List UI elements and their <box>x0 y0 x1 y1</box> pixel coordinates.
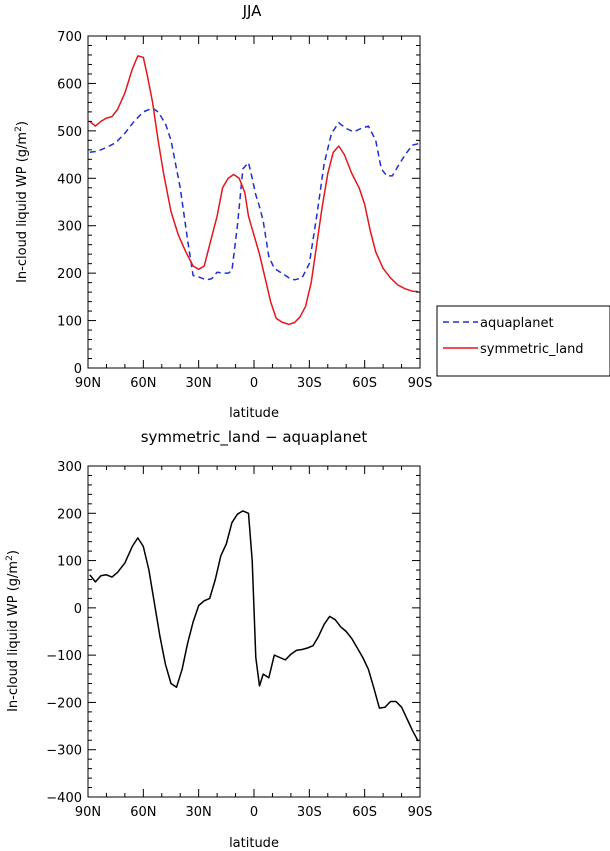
top-y-axis-label: In-cloud liquid WP (g/m2) <box>14 121 30 283</box>
y-tick-label: −200 <box>46 696 82 711</box>
legend-box <box>436 305 610 377</box>
series-line-difference <box>89 510 419 742</box>
x-tick-label: 30S <box>297 376 322 391</box>
y-tick-label: 500 <box>57 125 82 140</box>
y-tick-label: 100 <box>57 315 82 330</box>
top-panel: JJA 0 100 200 300 400 500 600 700 90N 60N 30N 0 30S… <box>14 2 610 421</box>
series-line-aquaplanet <box>89 107 419 281</box>
legend-label-symmetric-land: symmetric_land <box>480 342 584 357</box>
x-tick-label: 60S <box>352 805 377 820</box>
legend-label-aquaplanet: aquaplanet <box>480 316 554 331</box>
x-tick-label: 90N <box>75 805 101 820</box>
y-tick-label: 200 <box>57 507 82 522</box>
x-tick-label: 90S <box>408 376 433 391</box>
y-tick-label: 300 <box>57 460 82 475</box>
legend: aquaplanet symmetric_land <box>436 305 610 377</box>
bottom-chart-title: symmetric_land − aquaplanet <box>141 428 368 447</box>
series-line-symmetric-land <box>89 55 419 326</box>
bottom-y-axis-label: In-cloud liquid WP (g/m2) <box>5 550 21 712</box>
y-tick-label: −300 <box>46 744 82 759</box>
y-tick-label: 700 <box>57 30 82 45</box>
x-tick-label: 60S <box>352 376 377 391</box>
top-x-axis-label: latitude <box>229 406 279 421</box>
y-tick-label: 600 <box>57 77 82 92</box>
x-tick-label: 30N <box>186 805 212 820</box>
y-tick-label: −400 <box>46 791 82 806</box>
y-tick-label: −100 <box>46 649 82 664</box>
bottom-panel: symmetric_land − aquaplanet −400 −300 −200… <box>5 428 432 851</box>
x-tick-label: 0 <box>250 376 258 391</box>
x-tick-label: 30S <box>297 805 322 820</box>
y-tick-label: 0 <box>74 602 82 617</box>
bottom-plot-frame <box>87 465 421 798</box>
bottom-x-axis-label: latitude <box>229 836 279 851</box>
y-tick-label: 400 <box>57 172 82 187</box>
top-chart-title: JJA <box>242 2 263 20</box>
x-tick-label: 90N <box>75 376 101 391</box>
x-tick-label: 60N <box>130 376 156 391</box>
y-tick-label: 0 <box>74 362 82 377</box>
x-tick-label: 0 <box>250 805 258 820</box>
top-plot-frame <box>87 35 421 369</box>
y-tick-label: 100 <box>57 555 82 570</box>
y-tick-label: 300 <box>57 220 82 235</box>
x-tick-label: 30N <box>186 376 212 391</box>
y-tick-label: 200 <box>57 267 82 282</box>
x-tick-label: 90S <box>408 805 433 820</box>
x-tick-label: 60N <box>130 805 156 820</box>
